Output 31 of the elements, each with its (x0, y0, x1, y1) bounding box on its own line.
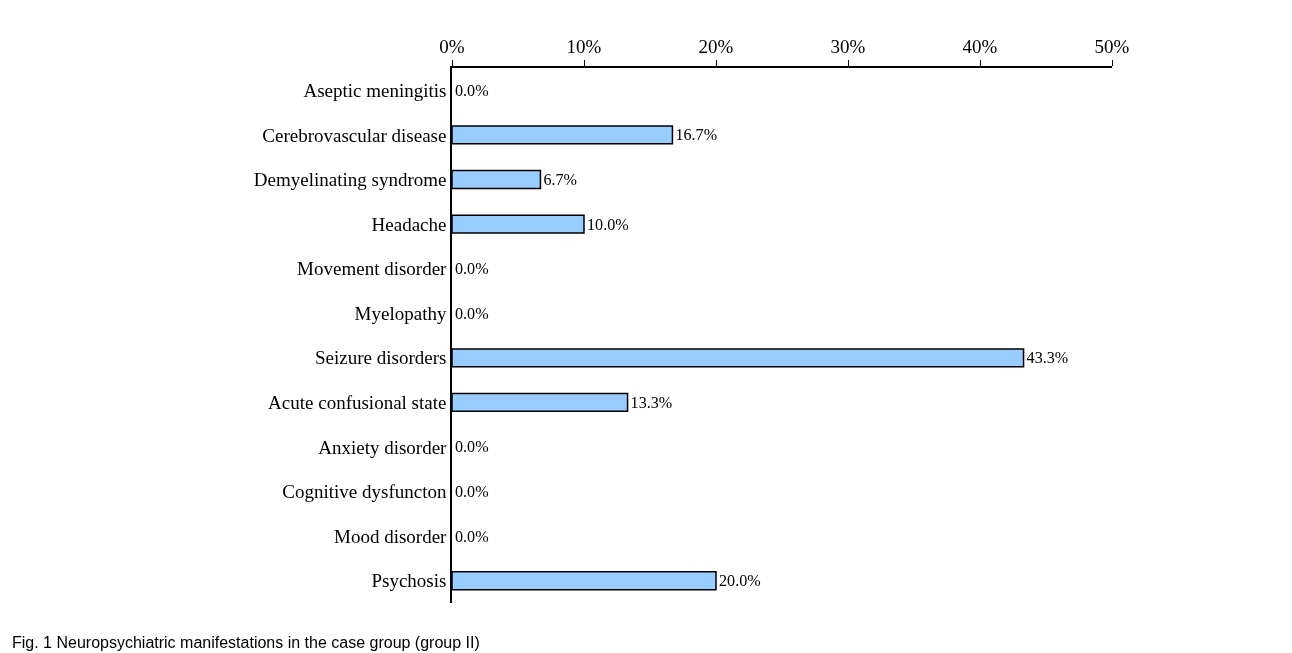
y-tick-label: Aseptic meningitis (303, 79, 447, 101)
y-tick-label: Anxiety disorder (318, 436, 448, 458)
data-label: 10.0% (587, 215, 629, 233)
data-label: 16.7% (675, 126, 718, 144)
y-tick-label: Mood disorder (334, 525, 448, 547)
x-tick-label: 0% (439, 35, 465, 57)
y-tick-label: Cognitive dysfuncton (282, 481, 447, 503)
data-label: 0.0% (455, 81, 489, 99)
y-tick-label: Headache (371, 213, 447, 235)
y-tick-label: Movement disorder (297, 258, 448, 280)
data-label: 6.7% (543, 170, 578, 188)
data-label: 0.0% (455, 438, 489, 456)
data-label: 0.0% (455, 304, 489, 322)
x-tick-label: 40% (962, 35, 998, 57)
y-tick-label: Acute confusional state (268, 392, 447, 414)
data-label: 43.3% (1026, 349, 1069, 367)
y-tick-label: Seizure disorders (315, 347, 447, 369)
y-tick-label: Myelopathy (354, 302, 447, 324)
x-tick-label: 50% (1094, 35, 1130, 57)
x-tick-label: 20% (698, 35, 734, 57)
y-tick-label: Cerebrovascular disease (262, 124, 447, 146)
data-label: 0.0% (455, 260, 489, 278)
caption: Fig. 1 Neuropsychiatric manifestations in the case group (group II) (12, 634, 480, 651)
x-tick-label: 10% (566, 35, 602, 57)
data-label: 0.0% (455, 527, 489, 545)
x-tick-label: 30% (830, 35, 866, 57)
y-tick-label: Demyelinating syndrome (253, 169, 447, 191)
data-label: 20.0% (719, 572, 761, 590)
y-tick-label: Psychosis (371, 570, 447, 592)
data-label: 0.0% (455, 483, 489, 501)
data-label: 13.3% (630, 393, 673, 411)
